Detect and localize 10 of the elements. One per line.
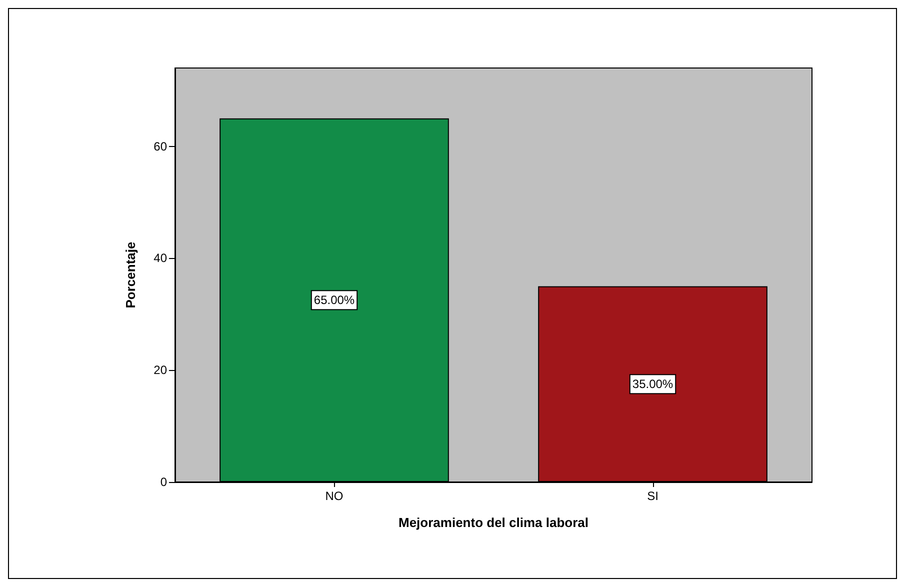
x-tick-label: SI <box>647 489 658 503</box>
data-label: 35.00% <box>632 377 674 392</box>
y-axis-title: Porcentaje <box>123 242 138 308</box>
x-axis-title: Mejoramiento del clima laboral <box>398 515 588 530</box>
x-tick-label: NO <box>325 489 344 503</box>
y-tick-label: 60 <box>154 139 168 154</box>
y-tick-label: 0 <box>160 475 168 489</box>
data-label: 65.00% <box>314 293 355 308</box>
y-tick-label: 20 <box>154 363 168 378</box>
y-tick-label: 40 <box>154 251 168 266</box>
